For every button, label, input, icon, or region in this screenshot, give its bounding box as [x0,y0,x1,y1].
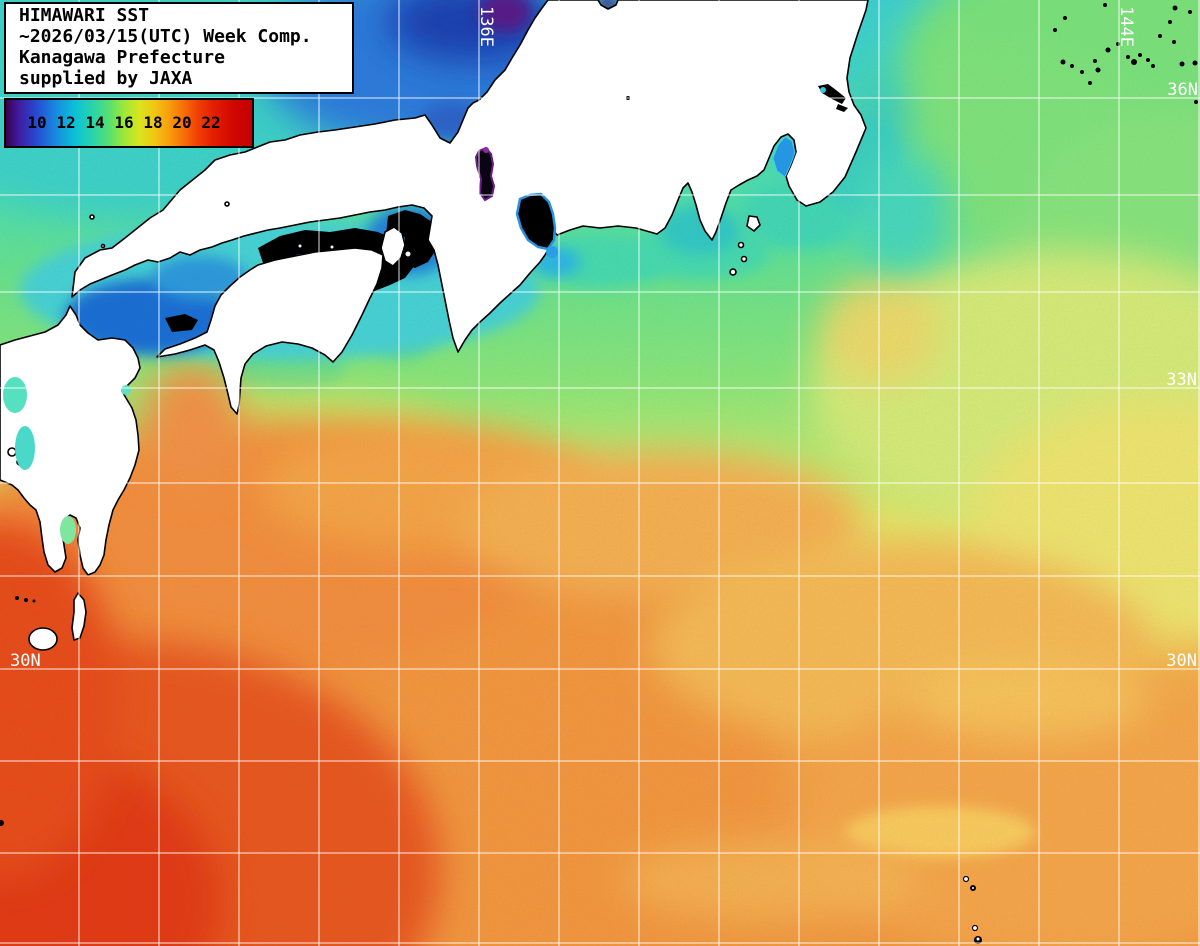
tokyo-bay [772,136,796,178]
grid-labels: 136E 144E 36N 33N 30N 30N [10,6,1198,671]
latitude-label: 30N [1166,651,1197,671]
colorbar-tick-label: 12 [56,113,76,132]
title-line-product: HIMAWARI SST [19,5,150,26]
colorbar-tick-label: 10 [27,113,47,132]
kagoshima-bay-head [60,516,76,544]
longitude-label: 136E [476,6,496,47]
colorbar-tick-label: 20 [172,113,192,132]
lake-biwa [474,146,496,202]
latitude-label: 30N [10,651,41,671]
ariake-sea [3,377,27,413]
longitude-label: 144E [1116,6,1136,47]
data-void-specks [0,3,1198,826]
colorbar-tick-label: 18 [143,113,163,132]
colorbar-tick-label: 22 [201,113,221,132]
title-line-source: supplied by JAXA [19,68,193,89]
southern-islands [962,875,982,944]
ise-bay [515,192,557,251]
latitude-label: 36N [1167,80,1198,100]
land-layer [0,0,869,651]
land-shikoku [156,247,384,415]
colorbar-tick-label: 14 [85,113,105,132]
title-line-region: Kanagawa Prefecture [19,47,225,68]
title-line-date: ~2026/03/15(UTC) Week Comp. [19,26,312,47]
land-yakushima-island [28,627,58,651]
title-box: HIMAWARI SST ~2026/03/15(UTC) Week Comp.… [4,2,354,94]
bays-lakes-layer [3,84,848,544]
sst-colorbar: 10 12 14 16 18 20 22 [4,98,254,148]
latitude-label: 33N [1166,370,1197,390]
land-oshima-island [746,215,761,232]
yatsushiro-sea [15,426,35,470]
land-kyushu [0,305,141,576]
colorbar-tick-label: 16 [114,113,134,132]
